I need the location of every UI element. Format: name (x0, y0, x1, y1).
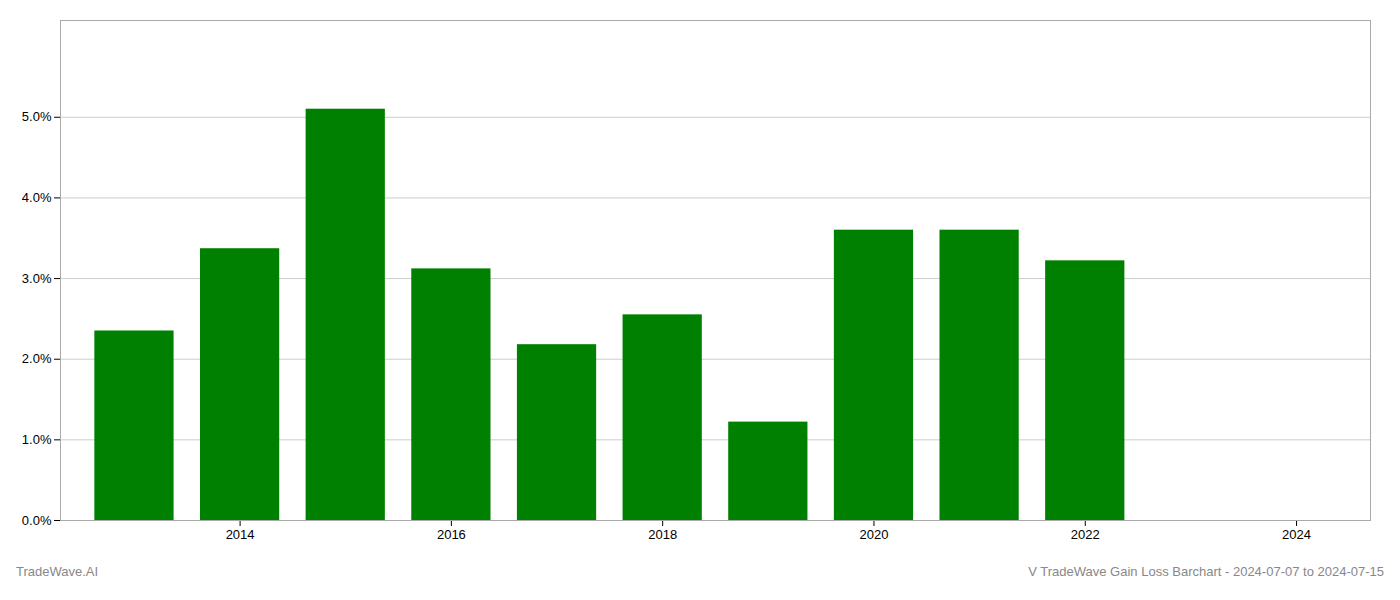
svg-text:2014: 2014 (226, 527, 255, 542)
svg-text:2018: 2018 (648, 527, 677, 542)
svg-text:5.0%: 5.0% (22, 109, 52, 124)
svg-text:4.0%: 4.0% (22, 190, 52, 205)
svg-text:2024: 2024 (1282, 527, 1311, 542)
svg-text:3.0%: 3.0% (22, 271, 52, 286)
svg-text:0.0%: 0.0% (22, 513, 52, 528)
svg-text:2020: 2020 (860, 527, 889, 542)
svg-text:1.0%: 1.0% (22, 432, 52, 447)
svg-text:2022: 2022 (1071, 527, 1100, 542)
svg-text:2.0%: 2.0% (22, 351, 52, 366)
svg-text:2016: 2016 (437, 527, 466, 542)
html-text:V TradeWave Gain Loss Barchart: V TradeWave Gain Loss Barchart - 2024-07… (1028, 564, 1384, 579)
html-text:TradeWave.AI: TradeWave.AI (16, 564, 99, 579)
